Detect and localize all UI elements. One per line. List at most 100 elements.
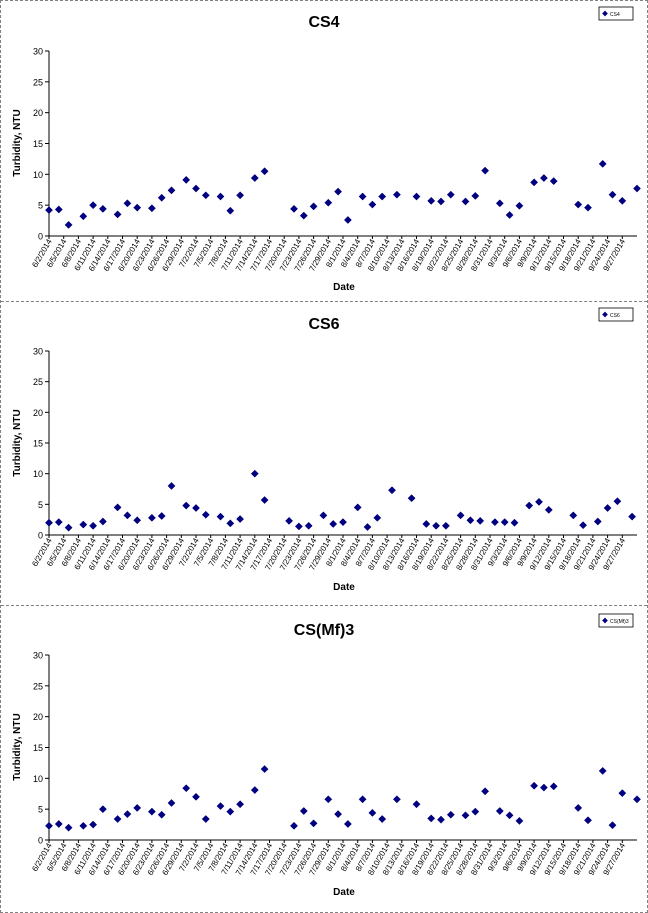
data-point-cs4 [45,206,53,215]
data-point-cs-mf-3 [334,810,343,819]
y-tick-label: 20 [33,108,43,118]
chart-cs4: CS4 CS40510152025306/2/20146/5/20146/8/20… [12,6,641,293]
chart-panel-cs6: CS6 CS6 0 5 10 15 20 25 30 6/2/2014 6/5/2014 6/8/20… [1,302,647,604]
legend-label: CS(Mf)3 [610,619,629,625]
data-point-cs6 [260,496,269,504]
data-point-cs6 [79,520,88,529]
data-point-cs4 [167,186,176,195]
data-point-cs6 [167,481,176,490]
y-tick-label: 0 [38,836,43,846]
y-axis-title: Turbidity, NTU [12,713,23,780]
data-point-cs6 [304,521,313,530]
data-point-cs-mf-3 [412,800,421,809]
data-point-cs-mf-3 [515,816,524,825]
data-point-cs4 [481,166,490,175]
data-point-cs-mf-3 [574,803,583,812]
data-point-cs6 [535,497,543,506]
x-axis-title: Date [333,282,355,293]
data-point-cs4 [236,191,245,200]
data-point-cs6 [113,503,122,512]
data-point-cs-mf-3 [343,820,352,828]
data-point-cs-mf-3 [79,821,88,830]
data-point-cs-mf-3 [89,820,98,829]
data-point-cs6 [466,516,475,525]
data-point-cs-mf-3 [495,807,504,815]
data-point-cs6 [628,512,637,521]
data-point-cs6 [192,504,200,512]
data-point-cs4 [64,220,73,229]
y-tick-label: 25 [33,77,43,87]
data-point-cs6 [147,513,156,522]
data-point-cs6 [456,511,465,520]
data-point-cs4 [618,196,627,205]
data-point-cs4 [260,167,269,176]
data-point-cs-mf-3 [539,783,548,792]
data-point-cs6 [500,518,509,527]
data-point-cs4 [392,190,401,199]
data-point-cs4 [89,201,98,210]
data-point-cs6 [613,497,622,506]
panel-divider [1,605,647,606]
data-point-cs6 [569,511,578,520]
data-point-cs-mf-3 [157,810,166,819]
data-point-cs6 [579,521,588,530]
data-point-cs6 [294,522,303,531]
data-point-cs-mf-3 [182,784,191,793]
y-tick-label: 25 [33,377,43,387]
data-point-cs4 [598,159,607,168]
chart-title: CS(Mf)3 [294,622,355,639]
data-point-cs-mf-3 [437,815,445,824]
data-point-cs6 [476,516,485,525]
data-point-cs4 [201,191,210,200]
data-point-cs4 [324,198,333,207]
data-point-cs-mf-3 [226,807,235,816]
data-point-cs4 [54,205,63,214]
data-point-cs-mf-3 [290,821,298,830]
data-point-cs6 [363,523,372,531]
data-point-cs-mf-3 [299,807,308,815]
data-point-cs-mf-3 [378,815,387,823]
data-point-cs-mf-3 [427,814,436,823]
y-tick-label: 15 [33,439,43,449]
data-point-cs-mf-3 [505,811,514,820]
data-point-cs6 [422,520,431,528]
data-point-cs4 [427,196,436,205]
chart-panel-csmf3: CS(Mf)3 CS(Mf)3 0 5 10 15 20 25 30 6/2/2014 6/5/20… [1,606,647,911]
data-point-cs6 [432,521,441,530]
data-point-cs6 [250,469,259,478]
data-point-cs6 [133,516,142,525]
data-point-cs-mf-3 [167,799,176,807]
data-point-cs4 [147,204,156,213]
data-point-cs6 [54,518,63,527]
legend: CS4 [598,6,634,21]
data-point-cs4 [334,187,343,196]
x-axis-title: Date [333,887,355,898]
y-tick-label: 15 [33,139,43,149]
data-point-cs-mf-3 [358,795,367,804]
data-point-cs4 [299,211,308,220]
data-point-cs4 [290,204,298,213]
data-point-cs6 [182,501,191,510]
data-point-cs6 [64,523,73,532]
data-point-cs-mf-3 [192,792,200,801]
y-tick-label: 0 [38,232,43,242]
data-point-cs6 [216,512,225,521]
y-tick-label: 15 [33,743,43,753]
data-point-cs4 [192,184,200,193]
data-point-cs6 [603,504,612,512]
legend: CS(Mf)3 [598,613,634,628]
y-tick-label: 20 [33,408,43,418]
y-tick-label: 10 [33,170,43,180]
data-point-cs4 [309,202,318,211]
data-point-cs4 [515,201,524,210]
data-point-cs6 [510,518,519,527]
data-point-cs-mf-3 [147,807,156,816]
legend-marker [602,10,608,17]
data-point-cs-mf-3 [461,811,470,820]
data-point-cs6 [339,518,347,527]
data-point-cs-mf-3 [260,765,269,774]
data-point-cs-mf-3 [446,810,455,819]
y-tick-label: 30 [33,47,43,57]
legend: CS6 [598,307,634,322]
y-tick-label: 10 [33,469,43,479]
